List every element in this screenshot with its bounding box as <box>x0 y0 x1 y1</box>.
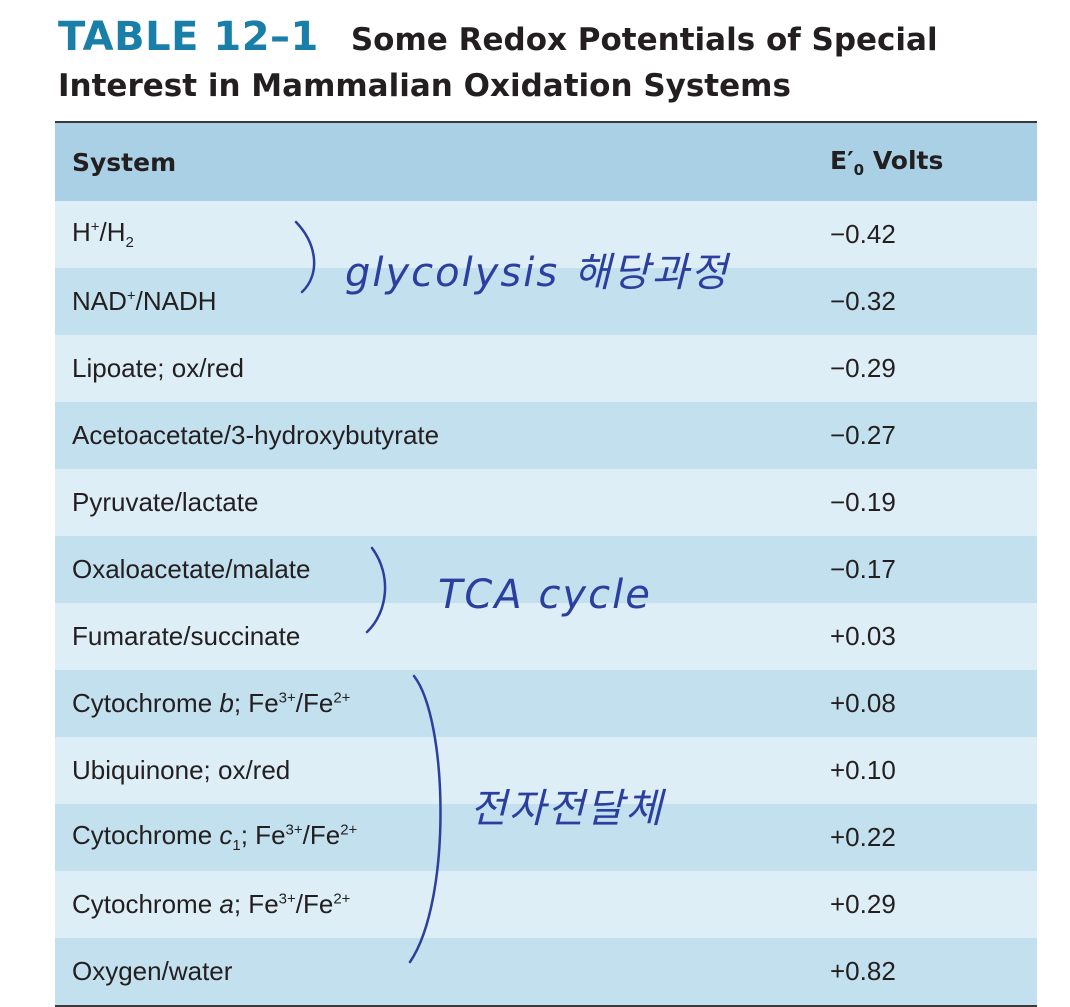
volts-cell: +0.22 <box>830 804 1037 871</box>
table-row: Cytochrome b; Fe3+/Fe2+ +0.08 <box>55 670 1037 737</box>
system-text: /Fe <box>295 688 334 718</box>
table-row: Lipoate; ox/red −0.29 <box>55 335 1037 402</box>
system-cell: Oxygen/water <box>55 938 830 1005</box>
system-cell: Cytochrome c1; Fe3+/Fe2+ <box>55 804 830 871</box>
table-row: Pyruvate/lactate −0.19 <box>55 469 1037 536</box>
subscript: 2 <box>125 234 134 252</box>
subscript: 1 <box>232 837 241 855</box>
system-text: Pyruvate/lactate <box>72 487 259 517</box>
title-text-line-2: Interest in Mammalian Oxidation Systems <box>58 68 791 104</box>
superscript: 3+ <box>285 821 303 839</box>
volts-cell: −0.32 <box>830 268 1037 335</box>
volts-cell: +0.10 <box>830 737 1037 804</box>
redox-potentials-table: System E′0 Volts H+/H2 −0.42 NAD+/NADH −0.3… <box>55 123 1037 1005</box>
table-header-row: System E′0 Volts <box>55 123 1037 201</box>
system-text: Oxaloacetate/malate <box>72 554 311 584</box>
system-cell: H+/H2 <box>55 201 830 268</box>
system-text: H <box>72 217 91 248</box>
superscript: 2+ <box>340 821 358 839</box>
superscript: 2+ <box>333 689 351 707</box>
system-text: /Fe <box>295 889 334 919</box>
table-row: Fumarate/succinate +0.03 <box>55 603 1037 670</box>
superscript: 2+ <box>333 890 351 908</box>
system-text: Acetoacetate/3-hydroxybutyrate <box>72 420 440 450</box>
table-row: Cytochrome c1; Fe3+/Fe2+ +0.22 <box>55 804 1037 871</box>
system-cell: Lipoate; ox/red <box>55 335 830 402</box>
table-row: Oxaloacetate/malate −0.17 <box>55 536 1037 603</box>
system-text: Lipoate; ox/red <box>72 353 245 383</box>
italic-text: b <box>219 688 234 718</box>
table-row: Ubiquinone; ox/red +0.10 <box>55 737 1037 804</box>
system-cell: Cytochrome b; Fe3+/Fe2+ <box>55 670 830 737</box>
system-cell: Cytochrome a; Fe3+/Fe2+ <box>55 871 830 938</box>
title-text-line-1: Some Redox Potentials of Special <box>350 22 938 58</box>
table-body: H+/H2 −0.42 NAD+/NADH −0.32 Lipoate; ox/red −… <box>55 201 1037 1005</box>
volts-cell: +0.08 <box>830 670 1037 737</box>
system-text: ; Fe <box>233 688 279 718</box>
table-row: Cytochrome a; Fe3+/Fe2+ +0.29 <box>55 871 1037 938</box>
volts-cell: −0.19 <box>830 469 1037 536</box>
superscript: + <box>90 218 100 236</box>
redox-table: System E′0 Volts H+/H2 −0.42 NAD+/NADH −0.3… <box>55 121 1037 1007</box>
table-title: TABLE 12–1 Some Redox Potentials of Speci… <box>58 14 1048 104</box>
superscript: + <box>126 287 136 305</box>
system-text: NAD <box>72 286 127 316</box>
superscript: 3+ <box>278 890 296 908</box>
header-volts-unit: Volts <box>864 145 944 175</box>
system-cell: Oxaloacetate/malate <box>55 536 830 603</box>
system-text: Cytochrome <box>72 889 220 919</box>
table-row: Oxygen/water +0.82 <box>55 938 1037 1005</box>
volts-cell: +0.82 <box>830 938 1037 1005</box>
system-cell: Ubiquinone; ox/red <box>55 737 830 804</box>
table-row: NAD+/NADH −0.32 <box>55 268 1037 335</box>
system-text: Cytochrome <box>72 688 220 718</box>
system-text: Fumarate/succinate <box>72 621 301 651</box>
system-text: /NADH <box>135 286 217 316</box>
system-text: Cytochrome <box>72 820 220 851</box>
table-row: Acetoacetate/3-hydroxybutyrate −0.27 <box>55 402 1037 469</box>
header-volts: E′0 Volts <box>830 123 1037 201</box>
system-text: ; Fe <box>240 820 286 851</box>
italic-text: a <box>219 889 234 919</box>
header-volts-subscript: 0 <box>853 160 865 179</box>
volts-cell: −0.27 <box>830 402 1037 469</box>
system-text: ; Fe <box>233 889 279 919</box>
superscript: 3+ <box>278 689 296 707</box>
volts-cell: −0.29 <box>830 335 1037 402</box>
header-system: System <box>55 123 830 201</box>
system-text: Ubiquinone; ox/red <box>72 755 291 785</box>
volts-cell: −0.17 <box>830 536 1037 603</box>
header-volts-symbol: E′ <box>830 145 854 175</box>
system-cell: Pyruvate/lactate <box>55 469 830 536</box>
table-number-label: TABLE 12–1 <box>58 14 319 60</box>
system-cell: Acetoacetate/3-hydroxybutyrate <box>55 402 830 469</box>
volts-cell: +0.03 <box>830 603 1037 670</box>
system-cell: Fumarate/succinate <box>55 603 830 670</box>
system-text: /H <box>99 217 126 248</box>
system-text: /Fe <box>302 820 341 851</box>
system-cell: NAD+/NADH <box>55 268 830 335</box>
title-line-1: TABLE 12–1 Some Redox Potentials of Speci… <box>58 14 1048 60</box>
volts-cell: −0.42 <box>830 201 1037 268</box>
italic-text: c <box>219 820 233 851</box>
volts-cell: +0.29 <box>830 871 1037 938</box>
table-row: H+/H2 −0.42 <box>55 201 1037 268</box>
system-text: Oxygen/water <box>72 956 233 986</box>
